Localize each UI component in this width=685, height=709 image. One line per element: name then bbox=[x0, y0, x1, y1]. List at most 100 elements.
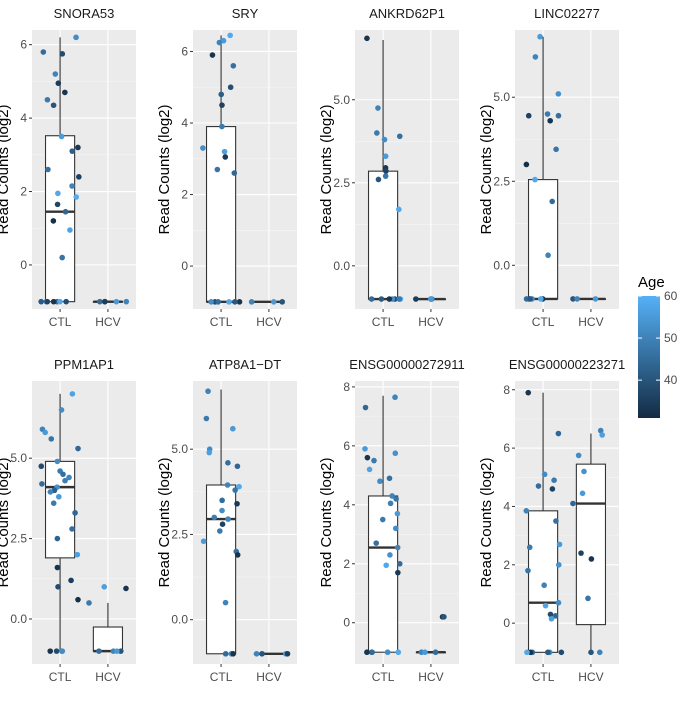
panel-title: ATP8A1−DT bbox=[209, 357, 281, 372]
data-point bbox=[542, 602, 549, 609]
data-point bbox=[552, 613, 559, 619]
data-point bbox=[76, 174, 82, 180]
data-point bbox=[588, 556, 595, 562]
panel: 0.0 2.5 5.0 CTL HCV PPM1AP1 Read Counts (log2) bbox=[0, 357, 136, 684]
y-tick-label: 5.0 bbox=[333, 93, 350, 107]
data-point bbox=[396, 133, 403, 140]
data-point bbox=[55, 80, 62, 87]
y-tick-label: 5.0 bbox=[493, 90, 510, 104]
y-tick-label: 2 bbox=[181, 188, 188, 202]
panel-title: SRY bbox=[232, 6, 259, 21]
data-point bbox=[393, 496, 399, 502]
x-tick-label: CTL bbox=[49, 315, 72, 329]
data-point bbox=[270, 299, 277, 305]
data-point bbox=[432, 649, 439, 656]
y-tick-label: 2.5 bbox=[333, 176, 350, 190]
data-point bbox=[75, 445, 81, 452]
y-tick-label: 0.0 bbox=[10, 612, 27, 626]
boxplot-hcv bbox=[253, 300, 285, 304]
data-point bbox=[55, 493, 62, 500]
data-point bbox=[364, 649, 370, 656]
y-tick-label: 2.5 bbox=[171, 527, 188, 541]
data-point bbox=[389, 493, 395, 499]
data-point bbox=[102, 298, 108, 305]
data-point bbox=[392, 394, 398, 401]
data-point bbox=[59, 254, 66, 261]
box bbox=[205, 126, 237, 303]
data-point bbox=[53, 648, 60, 654]
panel-title: SNORA53 bbox=[54, 6, 115, 21]
x-tick-label: HCV bbox=[418, 315, 443, 329]
data-point bbox=[234, 552, 241, 558]
x-tick-label: HCV bbox=[256, 315, 281, 329]
y-tick-label: 8 bbox=[503, 383, 510, 397]
data-point bbox=[50, 102, 57, 109]
data-point bbox=[44, 96, 51, 103]
data-point bbox=[222, 650, 229, 657]
data-point bbox=[54, 201, 61, 208]
data-point bbox=[55, 190, 61, 197]
box bbox=[92, 626, 124, 652]
data-point bbox=[206, 449, 213, 456]
data-point bbox=[362, 404, 369, 411]
data-point bbox=[200, 538, 207, 545]
data-point bbox=[211, 514, 218, 521]
data-point bbox=[599, 432, 605, 438]
data-point bbox=[547, 611, 554, 618]
panel-title: LINC02277 bbox=[534, 6, 600, 21]
data-point bbox=[236, 483, 242, 490]
x-tick-label: HCV bbox=[578, 315, 603, 329]
data-point bbox=[547, 117, 554, 124]
data-point bbox=[396, 206, 402, 213]
data-point bbox=[232, 299, 238, 305]
x-tick-label: CTL bbox=[372, 315, 395, 329]
data-point bbox=[86, 600, 92, 606]
y-tick-label: 8 bbox=[343, 380, 350, 394]
data-point bbox=[123, 298, 130, 305]
data-point bbox=[545, 649, 551, 656]
data-point bbox=[69, 183, 75, 189]
data-point bbox=[222, 154, 229, 160]
panel-title: ANKRD62P1 bbox=[369, 6, 445, 21]
data-point bbox=[553, 146, 559, 153]
data-point bbox=[377, 478, 383, 485]
data-point bbox=[226, 299, 232, 305]
data-point bbox=[52, 71, 59, 77]
data-point bbox=[570, 296, 576, 302]
data-point bbox=[219, 123, 225, 130]
data-point bbox=[422, 649, 428, 656]
data-point bbox=[59, 51, 66, 57]
x-tick-label: HCV bbox=[418, 670, 443, 684]
y-tick-label: 2 bbox=[503, 558, 510, 572]
data-point bbox=[58, 407, 65, 413]
data-point bbox=[527, 296, 533, 302]
colorbar-tick-label: 50 bbox=[664, 331, 678, 345]
data-point bbox=[548, 615, 555, 622]
data-point bbox=[236, 299, 243, 305]
data-point bbox=[545, 252, 551, 259]
data-point bbox=[549, 198, 556, 205]
data-point bbox=[63, 298, 69, 305]
data-point bbox=[96, 648, 102, 654]
y-axis-label: Read Counts (log2) bbox=[318, 104, 335, 234]
data-point bbox=[55, 584, 61, 590]
data-point bbox=[368, 649, 375, 656]
data-point bbox=[208, 299, 214, 305]
data-point bbox=[366, 466, 373, 473]
data-point bbox=[73, 34, 79, 41]
panel: 0 2 4 6 CTL HCV SNORA53 Read Counts (log2) bbox=[0, 6, 136, 329]
data-point bbox=[441, 614, 447, 620]
box bbox=[575, 463, 607, 626]
y-tick-label: 0.0 bbox=[493, 258, 510, 272]
data-point bbox=[47, 489, 54, 495]
data-point bbox=[579, 490, 586, 497]
data-point bbox=[50, 500, 57, 507]
y-tick-label: 2 bbox=[20, 185, 27, 199]
boxplot-ctl bbox=[205, 35, 237, 304]
panel: 0 2 4 6 CTL HCV SRY Read Counts (log2) bbox=[156, 6, 297, 329]
data-point bbox=[62, 208, 69, 215]
data-point bbox=[387, 552, 393, 558]
data-point bbox=[392, 525, 399, 532]
data-point bbox=[525, 389, 532, 396]
data-point bbox=[218, 91, 225, 98]
